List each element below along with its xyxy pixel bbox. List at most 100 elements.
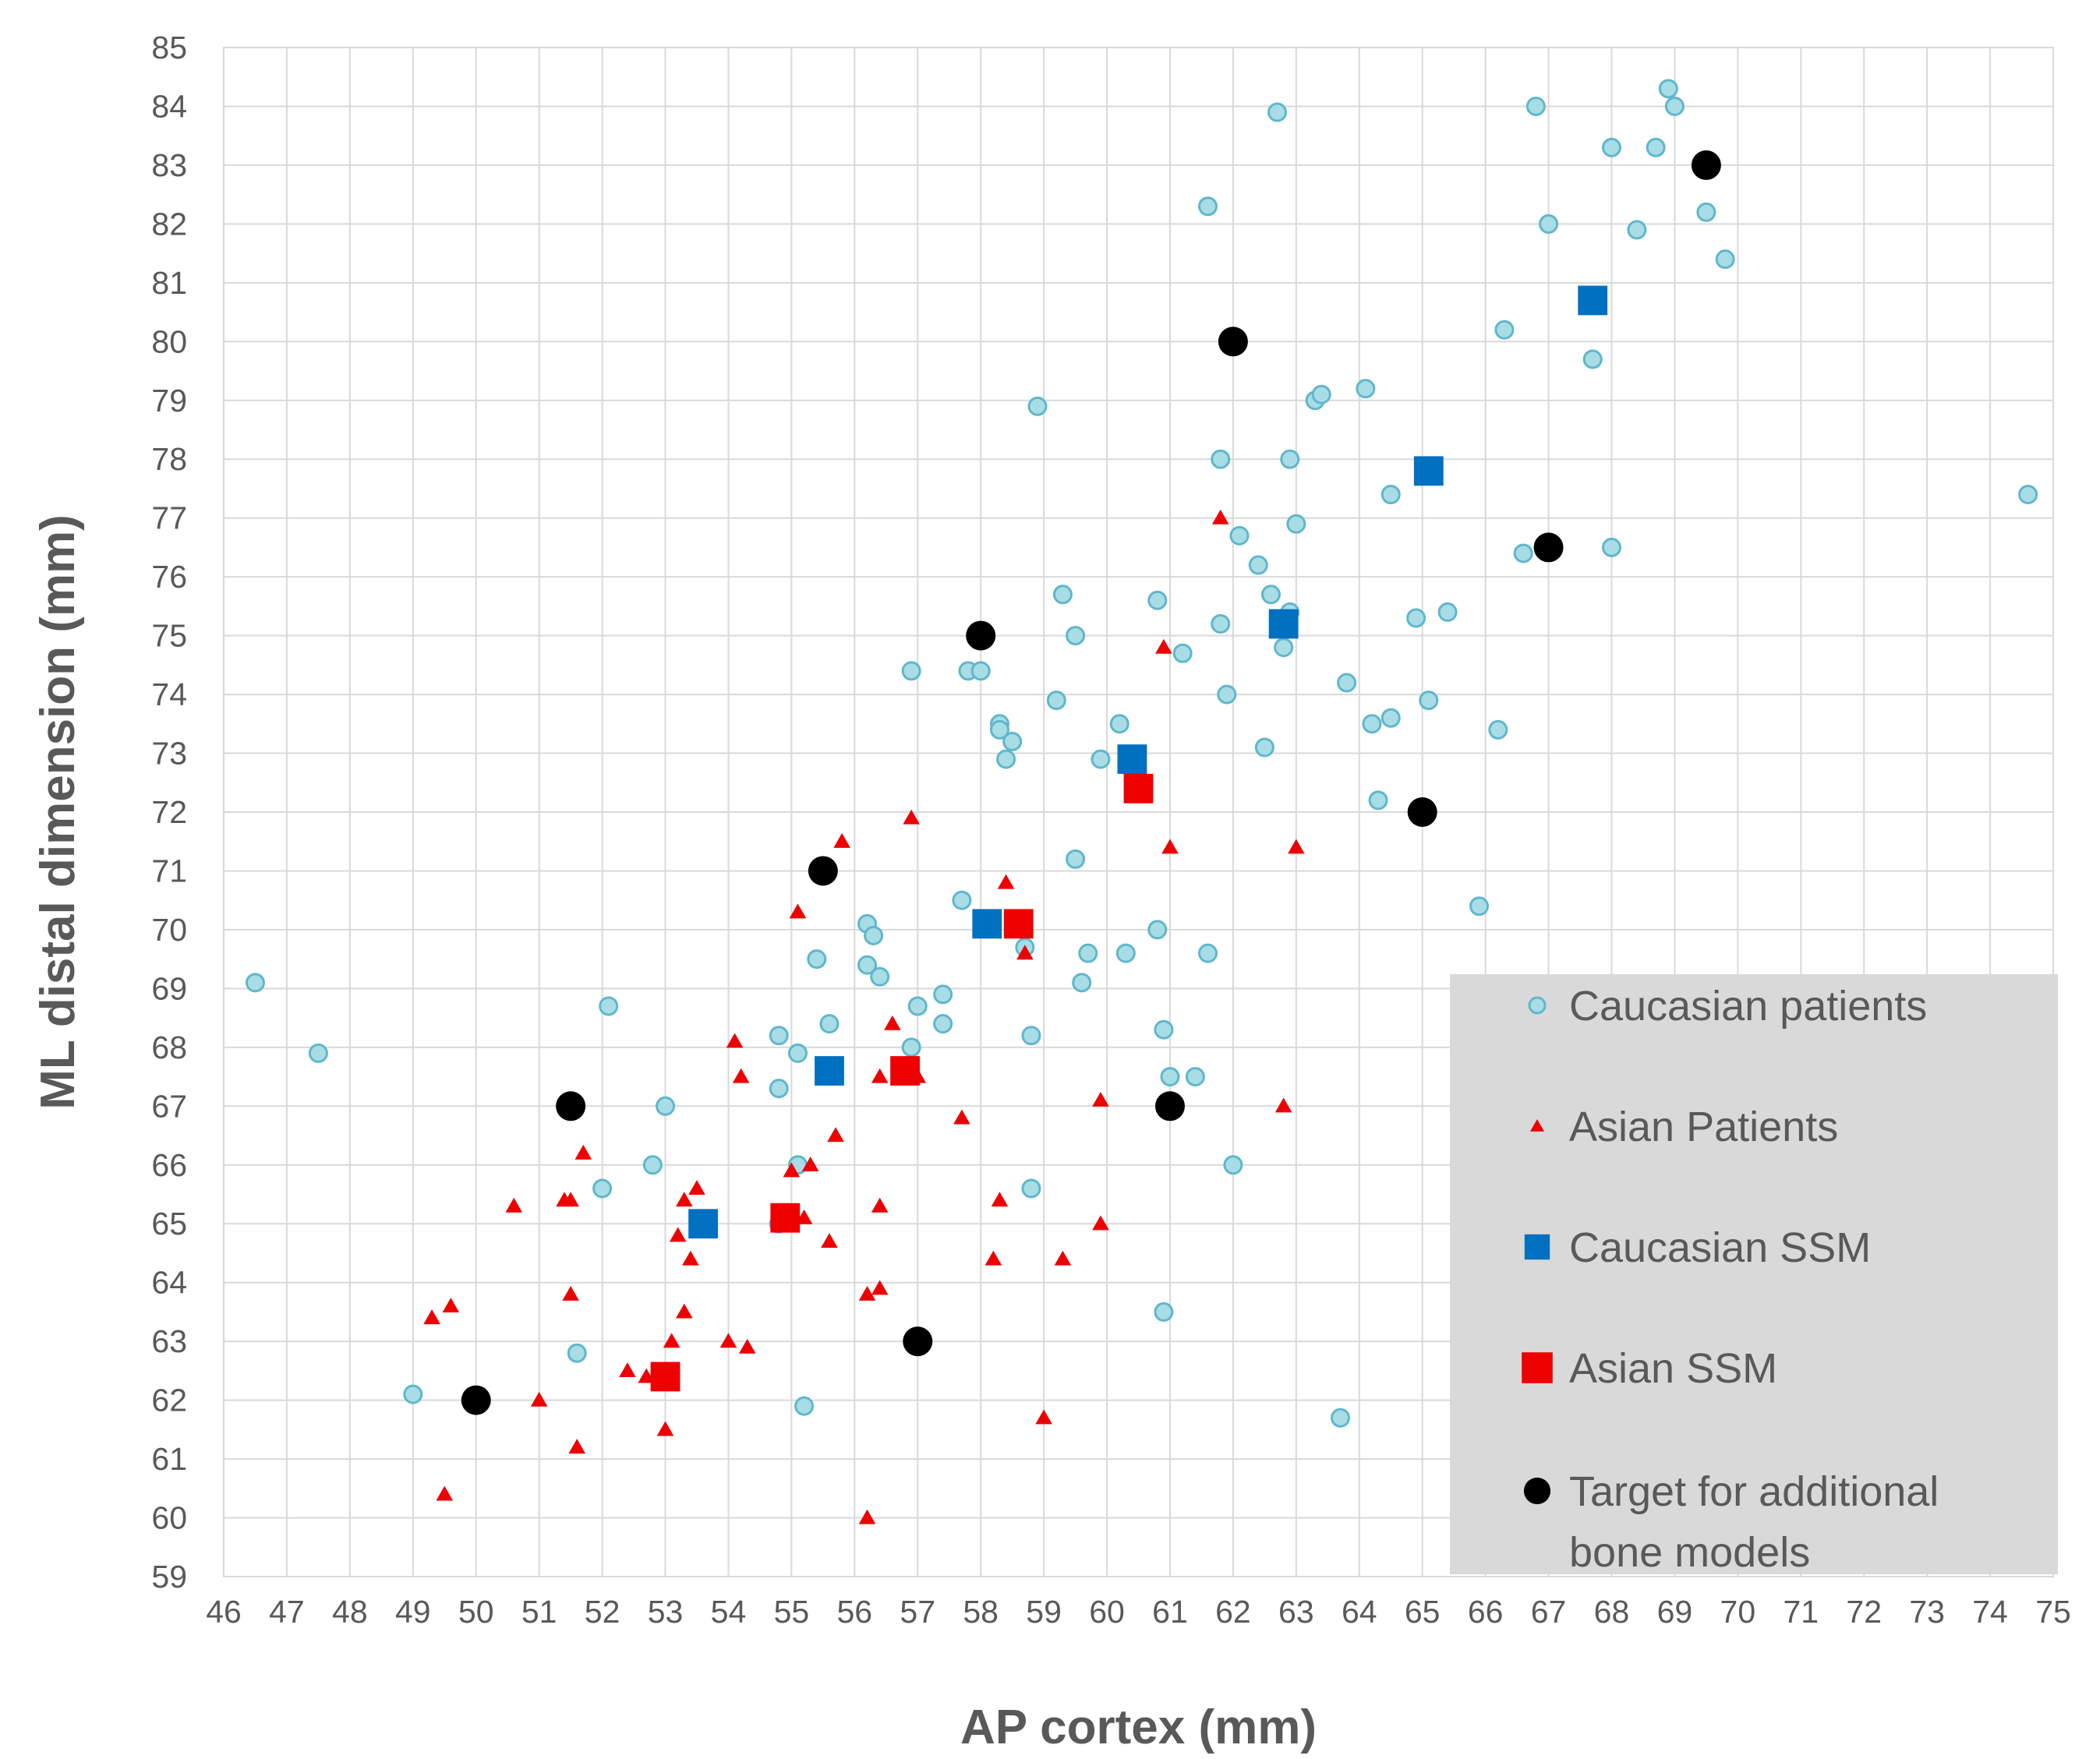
- asian-patient-point: [991, 1192, 1009, 1207]
- legend-symbol-caucasian-patients: [1528, 996, 1547, 1015]
- caucasian-patient-point: [1356, 379, 1376, 399]
- asian-patient-point: [1274, 1097, 1292, 1113]
- caucasian-patient-point: [1254, 737, 1274, 758]
- asian-patient-point: [719, 1333, 737, 1348]
- y-tick-label: 68: [151, 1030, 187, 1065]
- asian-patient-point: [1054, 1250, 1072, 1266]
- asian-patient-point: [505, 1197, 523, 1213]
- x-tick-label: 63: [1278, 1594, 1314, 1630]
- caucasian-patient-point: [1021, 1026, 1041, 1046]
- caucasian-patient-point: [1601, 537, 1621, 557]
- asian-patient-point: [871, 1068, 889, 1083]
- x-tick-label: 47: [269, 1594, 305, 1630]
- caucasian-patient-point: [1172, 643, 1193, 663]
- caucasian-patient-point: [794, 1396, 815, 1416]
- asian-patient-point: [688, 1180, 705, 1196]
- x-tick-label: 61: [1152, 1594, 1188, 1630]
- caucasian-patient-point: [1217, 684, 1237, 705]
- caucasian-patient-point: [1646, 137, 1666, 157]
- caucasian-ssm-point: [1117, 744, 1147, 774]
- caucasian-patient-point: [870, 966, 890, 987]
- asian-patient-point: [562, 1285, 579, 1301]
- x-axis-title: AP cortex (mm): [960, 1701, 1317, 1754]
- caucasian-ssm-point: [1268, 609, 1299, 639]
- y-tick-label: 82: [151, 206, 187, 242]
- caucasian-ssm-point: [815, 1056, 844, 1086]
- caucasian-patient-point: [1362, 714, 1382, 734]
- caucasian-patient-point: [1311, 384, 1331, 404]
- caucasian-patient-point: [1002, 731, 1023, 751]
- asian-patient-point: [827, 1127, 844, 1143]
- caucasian-patient-point: [907, 996, 928, 1016]
- legend-background: [1450, 974, 2058, 1574]
- x-tick-label: 48: [332, 1594, 368, 1630]
- legend-label: Target for additional: [1569, 1468, 1939, 1515]
- caucasian-patient-point: [819, 1014, 840, 1034]
- caucasian-patient-point: [1154, 1302, 1174, 1322]
- asian-patient-point: [801, 1156, 819, 1171]
- caucasian-patient-point: [592, 1178, 613, 1199]
- caucasian-patient-point: [901, 661, 921, 681]
- caucasian-patient-point: [864, 925, 884, 945]
- x-tick-label: 66: [1468, 1594, 1504, 1630]
- asian-patient-point: [858, 1509, 876, 1524]
- x-tick-label: 60: [1089, 1594, 1125, 1630]
- asian-patient-point: [1092, 1215, 1109, 1231]
- asian-ssm-point: [650, 1362, 681, 1392]
- target-point: [808, 856, 838, 886]
- caucasian-patient-point: [769, 1079, 789, 1099]
- x-tick-label: 67: [1531, 1594, 1567, 1630]
- caucasian-patient-point: [1627, 220, 1647, 240]
- x-tick-label: 62: [1215, 1594, 1251, 1630]
- x-tick-label: 72: [1846, 1594, 1882, 1630]
- caucasian-patient-point: [1696, 202, 1716, 222]
- x-tick-label: 65: [1405, 1594, 1441, 1630]
- caucasian-patient-point: [1582, 349, 1603, 369]
- asian-patient-point: [1161, 839, 1179, 854]
- y-tick-label: 83: [151, 147, 187, 183]
- asian-patient-point: [663, 1333, 681, 1348]
- asian-patient-point: [619, 1362, 636, 1377]
- caucasian-patient-point: [1248, 555, 1268, 575]
- caucasian-patient-point: [599, 996, 619, 1016]
- caucasian-patient-point: [1046, 691, 1066, 711]
- caucasian-patient-point: [1160, 1067, 1180, 1087]
- y-tick-label: 66: [151, 1147, 187, 1183]
- y-tick-label: 67: [151, 1088, 187, 1124]
- y-tick-label: 70: [151, 912, 187, 948]
- x-tick-label: 46: [206, 1594, 242, 1630]
- caucasian-patient-point: [1330, 1408, 1350, 1428]
- y-tick-label: 73: [151, 736, 187, 772]
- caucasian-patient-point: [1337, 673, 1357, 693]
- x-tick-label: 69: [1657, 1594, 1693, 1630]
- asian-patient-point: [1016, 945, 1034, 960]
- asian-ssm-point: [770, 1203, 801, 1233]
- caucasian-patient-point: [1286, 514, 1306, 534]
- target-point: [1218, 327, 1248, 357]
- y-tick-label: 62: [151, 1383, 187, 1418]
- asian-patient-point: [675, 1303, 693, 1319]
- asian-patient-point: [833, 832, 850, 848]
- caucasian-patient-point: [807, 949, 827, 970]
- legend: Caucasian patients Asian Patients Caucasia…: [1450, 974, 2058, 1576]
- asian-patient-point: [675, 1192, 693, 1207]
- caucasian-patient-point: [952, 890, 972, 910]
- target-point: [1154, 1091, 1185, 1121]
- x-tick-label: 55: [774, 1594, 810, 1630]
- x-tick-label: 51: [521, 1594, 557, 1630]
- y-tick-label: 81: [151, 265, 187, 301]
- y-tick-label: 64: [151, 1265, 187, 1301]
- caucasian-ssm-point: [688, 1209, 718, 1239]
- caucasian-patient-point: [642, 1155, 663, 1175]
- asian-patient-point: [783, 1162, 801, 1178]
- caucasian-patient-point: [933, 984, 953, 1005]
- caucasian-patient-point: [1198, 196, 1218, 217]
- caucasian-patient-point: [1513, 543, 1533, 563]
- legend-label: Caucasian patients: [1569, 983, 1927, 1030]
- caucasian-ssm-point: [972, 909, 1002, 939]
- caucasian-patient-point: [567, 1343, 587, 1363]
- caucasian-patient-point: [1154, 1019, 1174, 1040]
- legend-symbol-asian-ssm: [1522, 1352, 1553, 1383]
- x-tick-label: 64: [1342, 1594, 1377, 1630]
